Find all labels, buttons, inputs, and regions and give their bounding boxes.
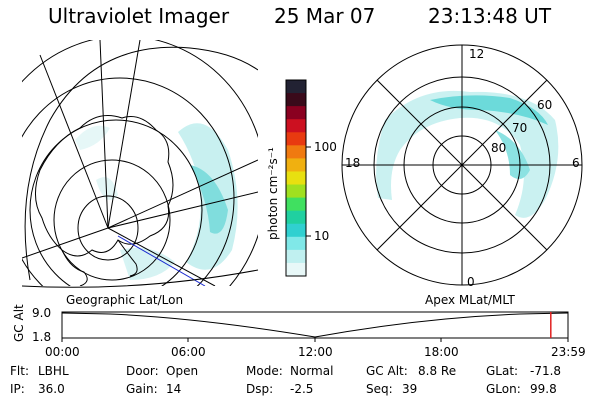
colorbar-segment xyxy=(286,197,306,212)
gc-alt-value: 8.8 Re xyxy=(418,364,457,378)
colorbar-segment xyxy=(286,223,306,238)
instrument-title: Ultraviolet Imager xyxy=(48,4,230,28)
colorbar-segment xyxy=(286,262,306,277)
mlat-label-60: 60 xyxy=(537,98,553,112)
geographic-map xyxy=(22,40,258,286)
mlt-label-dusk: 18 xyxy=(345,156,361,170)
colorbar-segment xyxy=(286,249,306,264)
mode-value: Normal xyxy=(290,364,334,378)
colorbar-segment xyxy=(286,158,306,172)
filter-value: LBHL xyxy=(38,364,69,378)
colorbar-tick-10: 10 xyxy=(314,229,330,243)
meridian-lines xyxy=(22,40,258,286)
mlt-label-noon: 12 xyxy=(469,47,485,61)
glon-label: GLon: xyxy=(486,382,521,396)
mode-label: Mode: xyxy=(246,364,283,378)
mlt-label-dawn: 6 xyxy=(572,156,580,170)
polar-aurora-patches xyxy=(376,90,559,218)
orbit-track xyxy=(117,235,206,286)
colorbar-frame xyxy=(285,79,307,277)
timeline-ymax: 9.0 xyxy=(32,306,52,320)
colorbar xyxy=(286,80,306,277)
timeline-axis-label: GC Alt xyxy=(12,304,26,342)
timeline-tick-1200: 12:00 xyxy=(298,345,333,359)
ip-value: 36.0 xyxy=(38,382,65,396)
colorbar-unit-label: photon cm⁻²s⁻¹ xyxy=(266,147,280,240)
colorbar-tick-100: 100 xyxy=(314,140,337,154)
colorbar-segment xyxy=(286,132,306,146)
dsp-value: -2.5 xyxy=(290,382,314,396)
colorbar-segment xyxy=(286,119,306,133)
mlt-label-midnight: 0 xyxy=(467,275,475,289)
seq-label: Seq: xyxy=(366,382,393,396)
apex-caption: Apex MLat/MLT xyxy=(425,293,515,307)
time-label: 23:13:48 UT xyxy=(428,4,552,28)
door-label: Door: xyxy=(126,364,159,378)
glat-value: -71.8 xyxy=(530,364,562,378)
timeline-tick-2359: 23:59 xyxy=(551,345,586,359)
ip-label: IP: xyxy=(10,382,25,396)
colorbar-segment xyxy=(286,145,306,159)
seq-value: 39 xyxy=(402,382,418,396)
gain-value: 14 xyxy=(166,382,182,396)
colorbar-segment xyxy=(286,236,306,251)
timeline-ymin: 1.8 xyxy=(32,330,52,344)
colorbar-segment xyxy=(286,80,306,94)
colorbar-segment xyxy=(286,210,306,225)
date-label: 25 Mar 07 xyxy=(274,4,376,28)
altitude-curve xyxy=(61,312,569,338)
colorbar-segment xyxy=(286,184,306,199)
timeline-tick-0000: 00:00 xyxy=(45,345,80,359)
glat-label: GLat: xyxy=(486,364,519,378)
antarctica-coastline xyxy=(35,115,174,257)
glon-value: 99.8 xyxy=(530,382,557,396)
geographic-caption: Geographic Lat/Lon xyxy=(66,293,184,307)
mlat-label-70: 70 xyxy=(512,121,528,135)
left-aurora-patches xyxy=(75,123,238,280)
door-value: Open xyxy=(166,364,199,378)
gc-alt-label: GC Alt: xyxy=(366,364,408,378)
colorbar-segment xyxy=(286,93,306,107)
timeline-plot xyxy=(61,311,569,342)
timeline-tick-0600: 06:00 xyxy=(171,345,206,359)
mlat-label-80: 80 xyxy=(491,141,507,155)
gain-label: Gain: xyxy=(126,382,158,396)
dsp-label: Dsp: xyxy=(246,382,274,396)
colorbar-segment xyxy=(286,171,306,186)
filter-label: Flt: xyxy=(10,364,29,378)
polar-plot xyxy=(341,44,583,286)
timeline-tick-1800: 18:00 xyxy=(424,345,459,359)
colorbar-segment xyxy=(286,106,306,120)
